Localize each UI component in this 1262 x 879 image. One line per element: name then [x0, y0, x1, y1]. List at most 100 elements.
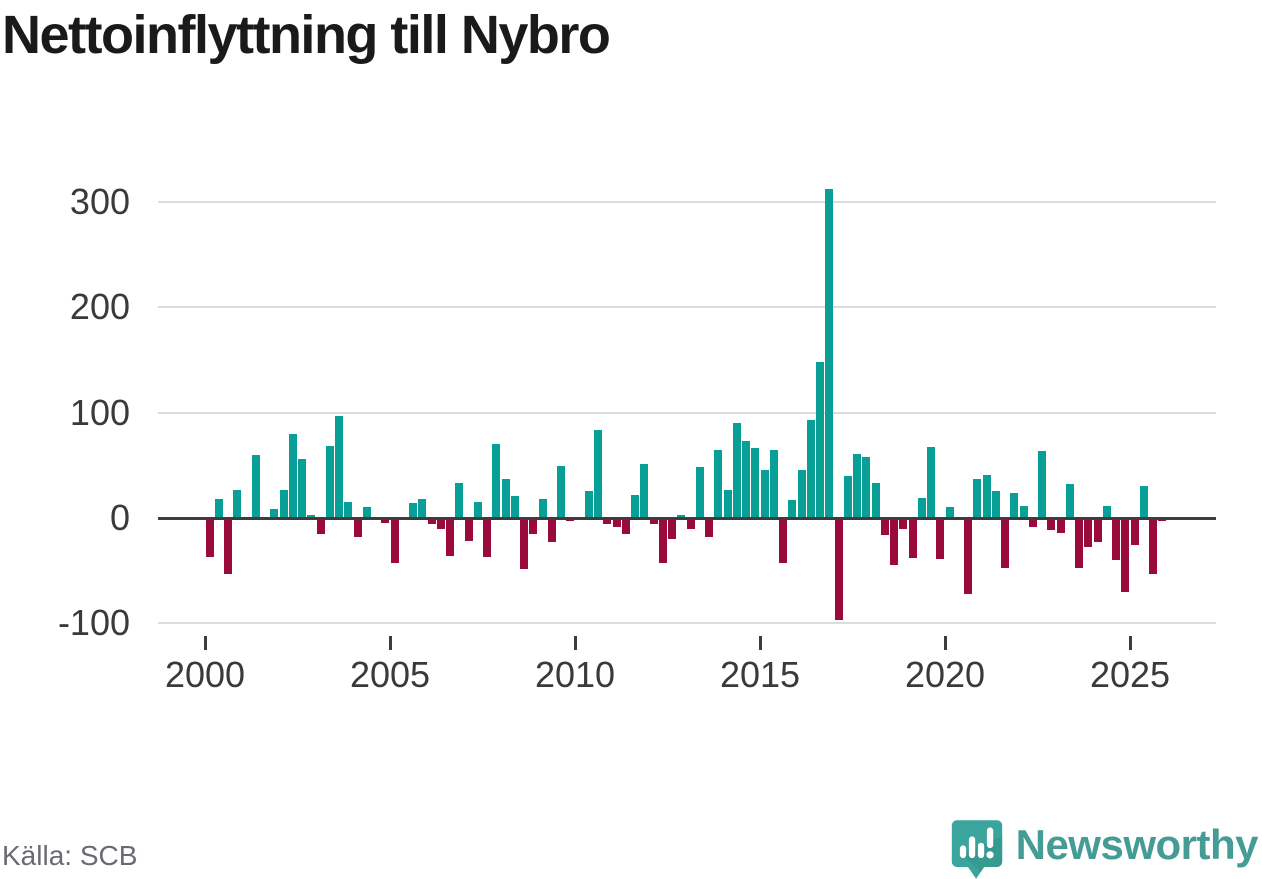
x-tick-label-2015: 2015	[719, 654, 801, 695]
x-tick-2015	[758, 636, 762, 650]
bar-2019Q3	[927, 447, 936, 518]
bar-2005Q1	[390, 518, 399, 564]
x-tick-label-2020: 2020	[904, 654, 986, 695]
gridline--100	[158, 622, 1216, 625]
bar-2016Q4	[825, 189, 834, 518]
bar-2025Q2	[1139, 486, 1148, 518]
bar-2025Q1	[1130, 518, 1139, 546]
bar-2006Q1	[427, 518, 436, 525]
bar-2014Q1	[723, 489, 732, 518]
x-tick-label-2010: 2010	[534, 654, 616, 695]
bar-2018Q3	[890, 518, 899, 566]
zero-axis-line	[158, 516, 1216, 520]
bar-2023Q2	[1065, 484, 1074, 518]
bar-2004Q4	[381, 518, 390, 524]
bar-2007Q2	[473, 502, 482, 518]
bar-2014Q4	[751, 448, 760, 518]
bar-2021Q2	[991, 490, 1000, 518]
bar-2018Q4	[899, 518, 908, 529]
bar-2002Q1	[279, 489, 288, 518]
bar-2009Q3	[557, 466, 566, 518]
bar-2015Q2	[769, 449, 778, 518]
bar-2022Q3	[1038, 450, 1047, 518]
bar-2014Q3	[742, 441, 751, 518]
bar-2000Q1	[205, 518, 214, 557]
bar-2024Q3	[1112, 518, 1121, 561]
x-tick-label-2000: 2000	[164, 654, 246, 695]
y-tick-label-0: 0	[109, 497, 130, 538]
bar-2011Q1	[612, 518, 621, 528]
bar-2023Q4	[1084, 518, 1093, 548]
bar-2020Q1	[945, 507, 954, 518]
bar-2006Q3	[446, 518, 455, 556]
bar-2021Q4	[1010, 492, 1019, 518]
x-tick-2010	[573, 636, 577, 650]
bar-2000Q3	[224, 518, 233, 574]
bar-2003Q1	[316, 518, 325, 534]
source-note: Källa: SCB	[2, 840, 138, 871]
bar-2021Q3	[1001, 518, 1010, 568]
bar-2010Q3	[594, 429, 603, 518]
x-tick-2025	[1128, 636, 1132, 650]
bar-2010Q2	[584, 490, 593, 518]
bar-2008Q1	[501, 479, 510, 518]
bar-2021Q1	[982, 474, 991, 518]
bar-2008Q3	[520, 518, 529, 569]
bar-2008Q4	[529, 518, 538, 534]
bar-2003Q2	[325, 446, 334, 518]
bar-2000Q4	[233, 489, 242, 518]
bar-2001Q2	[251, 454, 260, 518]
chart-title: Nettoinflyttning till Nybro	[2, 5, 611, 65]
bar-2024Q2	[1102, 506, 1111, 518]
bar-2015Q1	[760, 469, 769, 518]
bar-2005Q4	[418, 499, 427, 518]
bar-2015Q3	[779, 518, 788, 564]
bar-2006Q4	[455, 483, 464, 518]
y-tick-label--100: -100	[57, 602, 130, 644]
bar-2022Q2	[1028, 518, 1037, 528]
bar-2005Q3	[409, 503, 418, 518]
bar-2002Q2	[288, 433, 297, 518]
y-tick-label-300: 300	[69, 181, 130, 222]
bar-2023Q3	[1075, 518, 1084, 568]
bar-2024Q1	[1093, 518, 1102, 543]
bar-2024Q4	[1121, 518, 1130, 592]
bar-2025Q3	[1149, 518, 1158, 574]
bar-2000Q2	[214, 499, 223, 518]
bar-2012Q4	[677, 514, 686, 518]
bar-2023Q1	[1056, 518, 1065, 533]
gridline-200	[158, 306, 1216, 309]
bar-2018Q2	[880, 518, 889, 535]
newsworthy-logo: Newsworthy	[950, 814, 1259, 879]
bar-2014Q2	[732, 423, 741, 518]
bar-2004Q1	[353, 518, 362, 537]
bar-2010Q4	[603, 518, 612, 525]
bar-2013Q3	[705, 518, 714, 537]
x-tick-label-2005: 2005	[349, 654, 431, 695]
bar-2011Q2	[621, 518, 630, 534]
y-tick-label-200: 200	[69, 286, 130, 328]
newsworthy-bubble-chart-icon	[951, 820, 1002, 879]
bar-2002Q3	[298, 459, 307, 518]
gridline-100	[158, 411, 1216, 414]
bar-2019Q1	[908, 518, 917, 559]
bar-2002Q4	[307, 514, 316, 518]
x-tick-label-2025: 2025	[1089, 654, 1171, 695]
bar-2025Q4	[1158, 518, 1167, 522]
bar-2007Q3	[483, 518, 492, 557]
bar-2017Q2	[843, 475, 852, 518]
bar-2017Q4	[862, 456, 871, 518]
bar-2017Q1	[834, 518, 843, 621]
y-tick-label-100: 100	[69, 391, 130, 433]
bar-2022Q4	[1047, 518, 1056, 530]
x-tick-2005	[388, 636, 392, 650]
bar-2008Q2	[510, 495, 519, 518]
bar-2016Q1	[797, 469, 806, 518]
bar-2020Q3	[964, 518, 973, 594]
bar-2012Q2	[658, 518, 667, 564]
bar-2013Q2	[695, 467, 704, 518]
bar-2001Q4	[270, 508, 279, 518]
bar-2015Q4	[788, 500, 797, 518]
